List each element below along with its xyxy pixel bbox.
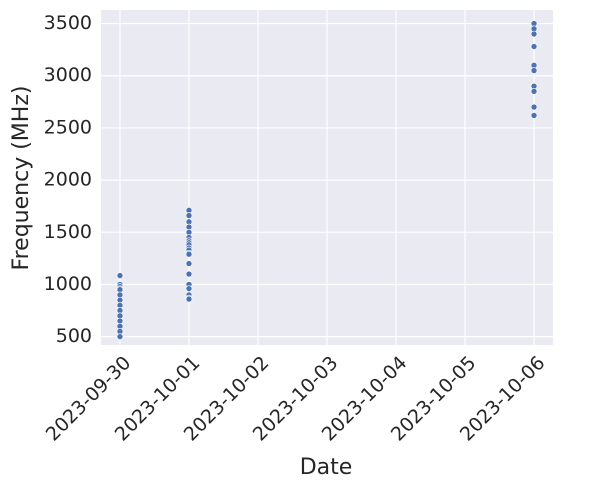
y-axis-label: Frequency (MHz) — [9, 86, 34, 271]
point — [530, 88, 538, 95]
y-tick-label: 3500 — [44, 12, 92, 34]
point — [530, 43, 538, 50]
point — [185, 285, 193, 292]
y-tick-label: 1500 — [44, 221, 92, 243]
point — [530, 103, 538, 111]
point — [116, 272, 124, 279]
x-axis-label: Date — [300, 455, 353, 480]
point — [116, 333, 124, 340]
y-tick-label: 3000 — [44, 64, 92, 86]
y-tick-label: 2000 — [44, 169, 92, 191]
point — [530, 67, 538, 74]
y-tick-label: 500 — [56, 325, 92, 347]
point — [530, 30, 538, 38]
point — [185, 212, 193, 219]
y-tick-label: 2500 — [44, 116, 92, 138]
point — [530, 112, 538, 119]
point — [185, 260, 193, 267]
point — [185, 270, 193, 278]
y-tick-label: 1000 — [44, 273, 92, 295]
point — [185, 250, 193, 258]
point — [185, 295, 193, 303]
